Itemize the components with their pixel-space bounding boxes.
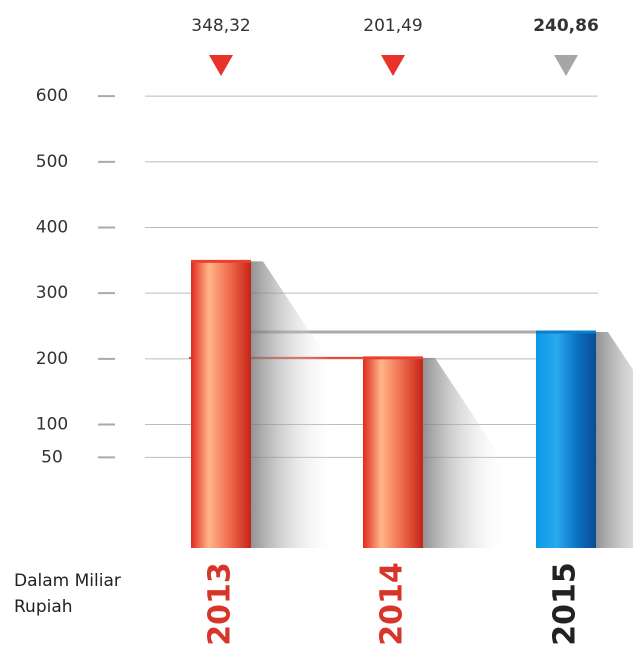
bar xyxy=(191,261,251,548)
y-tick-label: 200 xyxy=(36,349,68,369)
unit-note: Dalam Miliar Rupiah xyxy=(14,571,121,617)
x-tick-label: 2014 xyxy=(375,562,410,646)
data-label: 348,32 xyxy=(191,16,250,36)
data-label: 240,86 xyxy=(533,16,599,36)
bar-shadow xyxy=(423,357,508,548)
y-tick-label: 400 xyxy=(36,217,68,237)
marker-triangle xyxy=(381,55,405,76)
y-tick-label: 300 xyxy=(36,283,68,303)
y-tick-label: 500 xyxy=(36,152,68,172)
bar xyxy=(363,357,423,548)
y-tick-label: 600 xyxy=(36,86,68,106)
x-tick-label: 2013 xyxy=(203,562,238,646)
y-tick-label: 100 xyxy=(36,415,68,435)
bar-shadow xyxy=(251,261,336,548)
data-label: 201,49 xyxy=(363,16,422,36)
x-tick-label: 2015 xyxy=(548,562,583,646)
marker-triangle xyxy=(209,55,233,76)
y-tick-label: 50 xyxy=(41,447,63,467)
bar xyxy=(536,332,596,548)
marker-triangle xyxy=(554,55,578,76)
bar-shadow xyxy=(596,332,633,548)
